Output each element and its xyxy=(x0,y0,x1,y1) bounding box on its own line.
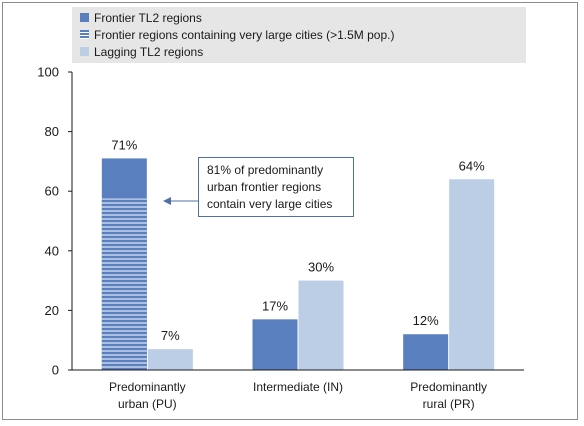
y-tick-label-40: 40 xyxy=(45,243,59,258)
y-tick-label-60: 60 xyxy=(45,184,59,199)
legend-swatch-lagging xyxy=(80,47,89,56)
bar-lagging-1 xyxy=(298,280,344,370)
y-tick-label-100: 100 xyxy=(37,65,59,80)
data-label-frontier-0: 71% xyxy=(111,137,137,152)
legend-label-frontier: Frontier TL2 regions xyxy=(94,11,202,25)
bar-frontier-2 xyxy=(403,334,449,370)
data-label-lagging-1: 30% xyxy=(308,260,334,275)
category-label-line: Intermediate (IN) xyxy=(253,380,343,394)
bar-frontier-1 xyxy=(252,319,298,370)
bar-lagging-2 xyxy=(449,179,495,370)
category-label-line: urban (PU) xyxy=(118,397,177,411)
legend-label-lagging: Lagging TL2 regions xyxy=(94,45,204,59)
legend: Frontier TL2 regions Frontier regions co… xyxy=(72,7,526,63)
category-label-line: Predominantly xyxy=(410,380,487,394)
bar-frontier-large-cities-0 xyxy=(101,198,147,370)
annotation-callout: 81% of predominantly urban frontier regi… xyxy=(198,157,354,217)
category-label-2: Predominantly rural (PR) xyxy=(410,380,487,411)
legend-swatch-frontier-large-cities xyxy=(80,30,89,39)
data-label-lagging-0: 7% xyxy=(161,328,180,343)
annotation-line-2: urban frontier regions xyxy=(207,180,322,194)
category-label-line: Predominantly xyxy=(109,380,186,394)
data-label-lagging-2: 64% xyxy=(459,158,485,173)
y-tick-label-80: 80 xyxy=(45,124,59,139)
annotation-line-3: contain very large cities xyxy=(207,197,333,211)
annotation-line-1: 81% of predominantly xyxy=(207,163,324,177)
y-tick-label-0: 0 xyxy=(52,363,59,378)
legend-label-frontier-large-cities: Frontier regions containing very large c… xyxy=(94,28,395,42)
category-label-1: Intermediate (IN) xyxy=(253,380,343,394)
data-label-frontier-1: 17% xyxy=(262,298,288,313)
legend-swatch-frontier xyxy=(80,13,89,22)
y-tick-label-20: 20 xyxy=(45,303,59,318)
annotation-arrow-head xyxy=(163,197,171,205)
category-label-line: rural (PR) xyxy=(423,397,475,411)
data-label-frontier-2: 12% xyxy=(413,313,439,328)
category-label-0: Predominantly urban (PU) xyxy=(109,380,186,411)
bar-lagging-0 xyxy=(147,349,193,370)
